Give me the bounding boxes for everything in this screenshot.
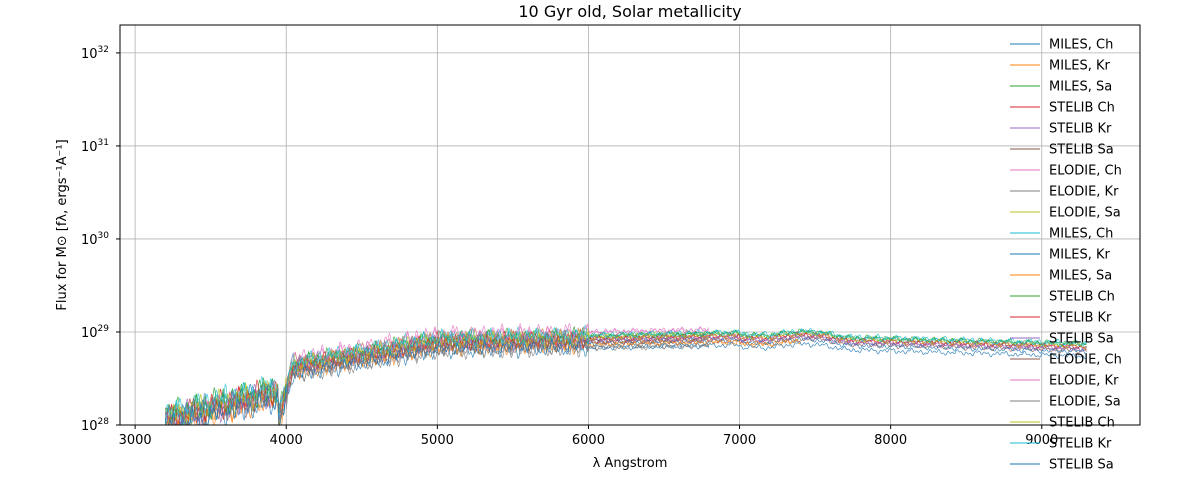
- x-tick-label: 8000: [874, 433, 907, 448]
- legend-entry: ELODIE, Ch: [1049, 164, 1122, 179]
- legend-entry: STELIB Ch: [1049, 101, 1115, 116]
- series-line: [164, 327, 1087, 426]
- legend-entry: MILES, Kr: [1049, 248, 1111, 263]
- plot-frame: [119, 24, 1141, 426]
- y-tick-label: 1029: [81, 324, 109, 341]
- legend-entry: STELIB Kr: [1049, 122, 1112, 137]
- legend-entry: STELIB Ch: [1049, 290, 1115, 305]
- x-tick-label: 5000: [421, 433, 454, 448]
- legend-entry: STELIB Ch: [1049, 416, 1115, 431]
- legend-entry: STELIB Sa: [1049, 332, 1114, 347]
- series-line: [164, 326, 1087, 426]
- legend-entry: MILES, Sa: [1049, 80, 1112, 95]
- legend-entry: ELODIE, Kr: [1049, 374, 1119, 389]
- legend-entry: ELODIE, Sa: [1049, 206, 1121, 221]
- x-tick-label: 3000: [119, 433, 152, 448]
- y-tick-label: 1028: [81, 417, 109, 434]
- series-line: [164, 338, 1087, 427]
- series-line: [164, 324, 1087, 426]
- x-tick-label: 9000: [1025, 433, 1058, 448]
- legend-entry: STELIB Sa: [1049, 143, 1114, 158]
- y-axis: 1028 1029 1030 1031 1032: [81, 45, 120, 434]
- legend-entry: MILES, Ch: [1049, 38, 1113, 53]
- legend: MILES, Ch MILES, Kr MILES, Sa STELIB Ch STEL…: [1010, 38, 1122, 473]
- y-tick-label: 1030: [81, 231, 109, 248]
- legend-entry: MILES, Sa: [1049, 269, 1112, 284]
- chart-title: 10 Gyr old, Solar metallicity: [518, 2, 741, 21]
- series-lines: [164, 322, 1087, 427]
- legend-entry: ELODIE, Sa: [1049, 395, 1121, 410]
- legend-entry: ELODIE, Kr: [1049, 185, 1119, 200]
- y-axis-label: Flux for M⊙ [fλ, ergs⁻¹A⁻¹]: [55, 139, 70, 310]
- x-tick-label: 6000: [572, 433, 605, 448]
- legend-entry: STELIB Kr: [1049, 437, 1112, 452]
- x-tick-label: 4000: [270, 433, 303, 448]
- legend-entry: ELODIE, Ch: [1049, 353, 1122, 368]
- series-line: [285, 338, 710, 404]
- legend-entry: MILES, Kr: [1049, 59, 1111, 74]
- x-tick-label: 7000: [723, 433, 756, 448]
- legend-entry: MILES, Ch: [1049, 227, 1113, 242]
- x-axis-label: λ Angstrom: [593, 456, 668, 471]
- legend-entry: STELIB Kr: [1049, 311, 1112, 326]
- series-line: [285, 322, 710, 384]
- legend-entry: STELIB Sa: [1049, 458, 1114, 473]
- y-tick-label: 1032: [81, 45, 109, 62]
- series-line: [165, 334, 802, 426]
- y-tick-label: 1031: [81, 138, 109, 155]
- x-axis: 3000 4000 5000 6000 7000 8000 9000: [119, 425, 1058, 448]
- series-line: [285, 333, 710, 399]
- grid-lines: [120, 25, 1140, 426]
